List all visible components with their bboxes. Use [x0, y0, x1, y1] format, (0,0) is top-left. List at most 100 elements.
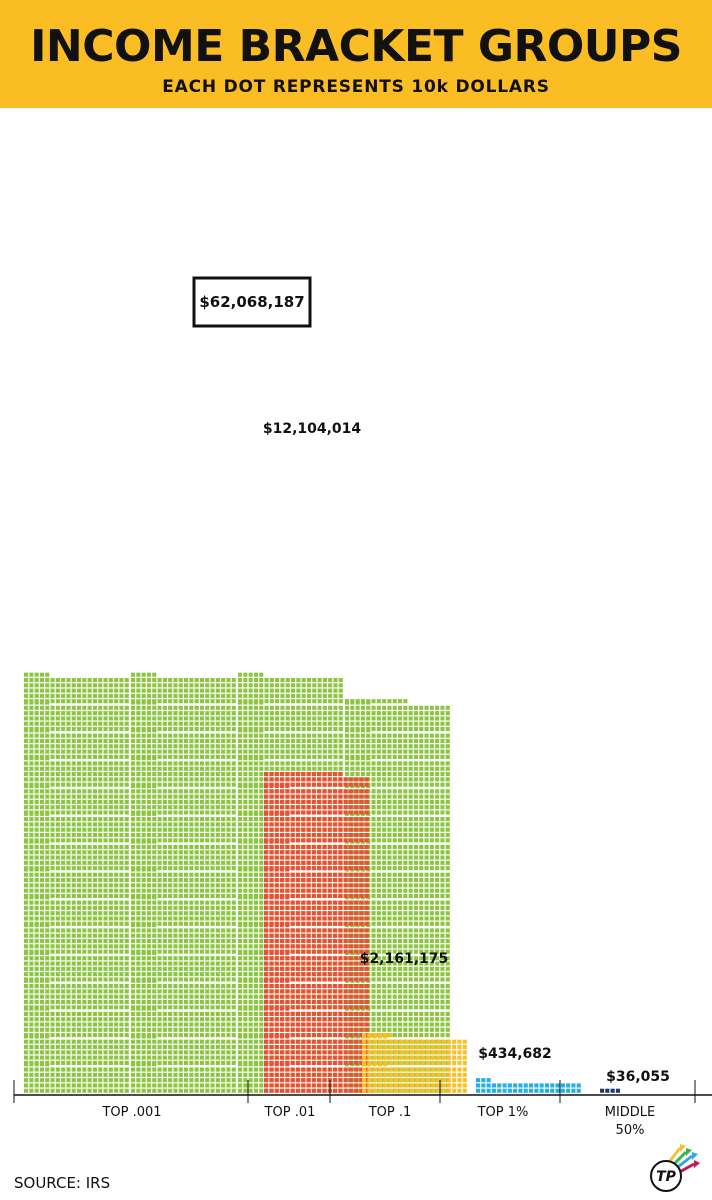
data-dot	[87, 860, 92, 865]
data-dot	[205, 1017, 210, 1022]
data-dot	[259, 944, 264, 949]
data-dot	[382, 878, 387, 883]
data-dot	[24, 999, 29, 1005]
data-dot	[131, 805, 136, 810]
data-dot	[136, 1011, 141, 1016]
data-dot	[82, 949, 87, 954]
data-dot	[371, 878, 376, 883]
data-dot	[103, 888, 108, 893]
data-dot	[124, 1027, 129, 1032]
data-dot	[61, 938, 66, 944]
data-dot	[162, 1044, 167, 1050]
data-dot	[146, 810, 151, 815]
data-dot	[226, 827, 231, 832]
data-dot	[429, 817, 434, 822]
data-dot	[382, 949, 387, 954]
data-dot	[238, 827, 243, 832]
data-dot	[103, 949, 108, 954]
data-dot	[440, 866, 445, 871]
data-dot	[215, 866, 220, 871]
data-dot	[424, 850, 429, 855]
data-dot	[61, 789, 66, 794]
data-dot	[221, 1060, 226, 1065]
data-dot	[243, 832, 248, 838]
data-dot	[184, 994, 189, 999]
data-dot	[392, 855, 397, 860]
data-dot	[136, 817, 141, 822]
data-dot	[77, 794, 82, 799]
data-dot	[131, 916, 136, 921]
data-dot	[136, 1044, 141, 1050]
data-dot	[66, 1033, 71, 1038]
data-dot	[243, 794, 248, 799]
data-dot	[419, 827, 424, 832]
data-dot	[131, 1011, 136, 1016]
data-dot	[194, 984, 199, 989]
data-dot	[114, 972, 119, 977]
data-dot	[221, 1017, 226, 1022]
data-dot	[45, 1060, 50, 1065]
data-dot	[408, 827, 413, 832]
data-dot	[253, 911, 258, 916]
data-dot	[61, 761, 66, 766]
data-dot	[71, 777, 76, 782]
data-dot	[248, 883, 253, 888]
data-dot	[108, 855, 113, 860]
data-dot	[392, 872, 397, 877]
data-dot	[92, 827, 97, 832]
data-dot	[243, 1088, 248, 1093]
data-dot	[429, 900, 434, 905]
data-dot	[382, 966, 387, 971]
data-dot	[103, 810, 108, 815]
data-dot	[162, 1039, 167, 1044]
data-dot	[178, 866, 183, 871]
data-dot	[398, 832, 403, 838]
data-dot	[114, 1027, 119, 1032]
data-dot	[34, 999, 39, 1005]
data-dot	[50, 893, 55, 899]
data-dot	[152, 938, 157, 944]
data-dot	[215, 822, 220, 827]
data-dot	[376, 799, 381, 804]
data-dot	[440, 805, 445, 810]
data-dot	[243, 933, 248, 938]
data-dot	[45, 799, 50, 804]
data-dot	[199, 789, 204, 794]
data-dot	[82, 872, 87, 877]
data-dot	[55, 883, 60, 888]
data-dot	[312, 761, 317, 766]
data-dot	[77, 928, 82, 933]
data-dot	[424, 1027, 429, 1032]
data-dot	[243, 984, 248, 989]
data-dot	[413, 872, 418, 877]
data-dot	[184, 911, 189, 916]
data-dot	[39, 1060, 44, 1065]
data-dot	[424, 928, 429, 933]
data-dot	[34, 883, 39, 888]
data-dot	[429, 972, 434, 977]
data-dot	[39, 1039, 44, 1044]
data-dot	[408, 956, 413, 961]
data-dot	[226, 883, 231, 888]
data-dot	[253, 1017, 258, 1022]
data-dot	[199, 850, 204, 855]
data-dot	[387, 855, 392, 860]
data-dot	[98, 782, 103, 787]
data-dot	[269, 766, 274, 771]
data-dot	[355, 772, 360, 777]
data-dot	[131, 872, 136, 877]
data-dot	[98, 911, 103, 916]
data-dot	[119, 1044, 124, 1050]
data-dot	[413, 777, 418, 782]
data-dot	[162, 866, 167, 871]
data-dot	[199, 860, 204, 865]
data-dot	[248, 911, 253, 916]
data-dot	[146, 984, 151, 989]
data-dot	[445, 777, 450, 782]
data-dot	[34, 817, 39, 822]
data-dot	[243, 838, 248, 843]
data-dot	[55, 766, 60, 771]
data-dot	[136, 777, 141, 782]
data-dot	[238, 855, 243, 860]
data-dot	[435, 972, 440, 977]
